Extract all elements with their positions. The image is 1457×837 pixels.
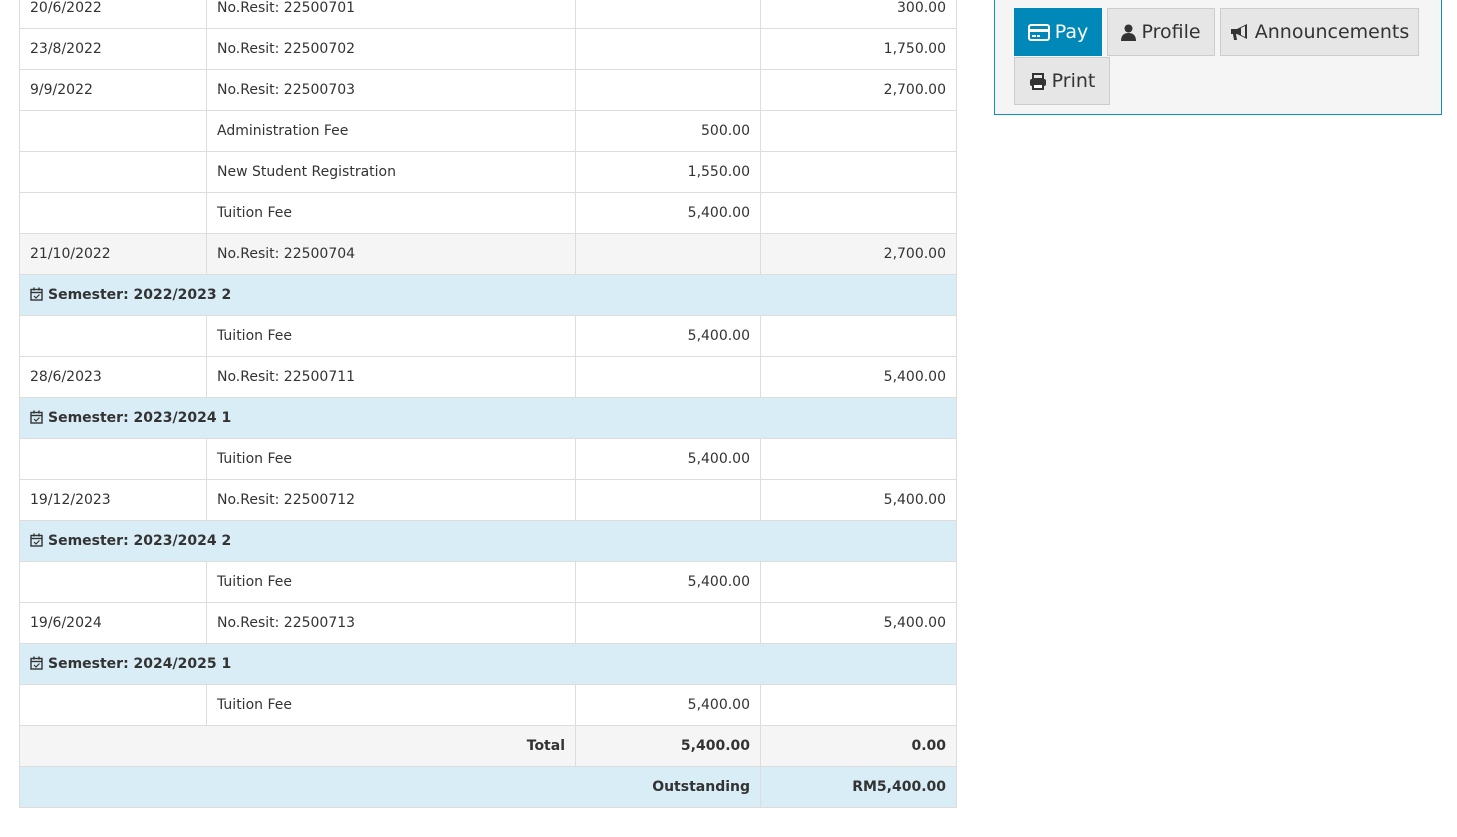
date-cell — [19, 110, 207, 152]
user-icon — [1121, 24, 1137, 41]
description-cell: No.Resit: 22500704 — [206, 233, 576, 275]
description-cell: No.Resit: 22500703 — [206, 69, 576, 111]
date-cell — [19, 561, 207, 603]
description-cell: Administration Fee — [206, 110, 576, 152]
bullhorn-icon — [1230, 23, 1247, 40]
calendar-check-icon — [30, 287, 43, 301]
table-row: 19/6/2024 No.Resit: 22500713 5,400.00 — [19, 602, 957, 644]
description-cell: No.Resit: 22500702 — [206, 28, 576, 70]
debit-cell — [575, 602, 761, 644]
credit-cell: 300.00 — [760, 0, 957, 29]
date-cell — [19, 438, 207, 480]
table-row: Tuition Fee 5,400.00 — [19, 438, 957, 480]
statement-table: 20/6/2022 No.Resit: 22500701 300.00 23/8… — [19, 0, 957, 808]
semester-label: Semester: 2022/2023 2 — [48, 287, 232, 303]
credit-cell: 1,750.00 — [760, 28, 957, 70]
debit-cell: 5,400.00 — [575, 438, 761, 480]
table-row: 23/8/2022 No.Resit: 22500702 1,750.00 — [19, 28, 957, 70]
semester-label: Semester: 2024/2025 1 — [48, 656, 232, 672]
table-row: Tuition Fee 5,400.00 — [19, 684, 957, 726]
credit-cell — [760, 151, 957, 193]
description-cell: Tuition Fee — [206, 438, 576, 480]
description-cell: Tuition Fee — [206, 561, 576, 603]
table-row: New Student Registration 1,550.00 — [19, 151, 957, 193]
debit-cell — [575, 69, 761, 111]
date-cell: 19/12/2023 — [19, 479, 207, 521]
semester-label: Semester: 2023/2024 1 — [48, 410, 232, 426]
date-cell — [19, 315, 207, 357]
credit-card-icon — [1027, 23, 1050, 41]
credit-cell: 2,700.00 — [760, 233, 957, 275]
semester-header-row: Semester: 2023/2024 1 — [19, 397, 957, 439]
debit-cell: 500.00 — [575, 110, 761, 152]
date-cell: 28/6/2023 — [19, 356, 207, 398]
pay-button[interactable]: Pay — [1014, 8, 1102, 56]
table-row: Tuition Fee 5,400.00 — [19, 192, 957, 234]
credit-cell — [760, 684, 957, 726]
semester-header-row: Semester: 2024/2025 1 — [19, 643, 957, 685]
date-cell: 23/8/2022 — [19, 28, 207, 70]
debit-cell — [575, 356, 761, 398]
debit-cell — [575, 28, 761, 70]
table-row: Tuition Fee 5,400.00 — [19, 561, 957, 603]
description-cell: No.Resit: 22500701 — [206, 0, 576, 29]
debit-cell — [575, 233, 761, 275]
semester-header-row: Semester: 2023/2024 2 — [19, 520, 957, 562]
date-cell — [19, 684, 207, 726]
table-row: 28/6/2023 No.Resit: 22500711 5,400.00 — [19, 356, 957, 398]
profile-button[interactable]: Profile — [1107, 8, 1215, 56]
debit-cell: 5,400.00 — [575, 561, 761, 603]
semester-header-row: Semester: 2022/2023 2 — [19, 274, 957, 316]
outstanding-label: Outstanding — [19, 766, 761, 808]
credit-cell — [760, 315, 957, 357]
credit-cell: 5,400.00 — [760, 602, 957, 644]
total-row: Total 5,400.00 0.00 — [19, 725, 957, 767]
print-button[interactable]: Print — [1014, 57, 1110, 105]
actions-panel: Pay Profile Announcements Print — [994, 0, 1442, 115]
outstanding-value: RM5,400.00 — [760, 766, 957, 808]
credit-cell — [760, 110, 957, 152]
date-cell: 21/10/2022 — [19, 233, 207, 275]
calendar-check-icon — [30, 656, 43, 670]
print-icon — [1029, 72, 1046, 90]
total-debit: 5,400.00 — [575, 725, 761, 767]
table-row: 19/12/2023 No.Resit: 22500712 5,400.00 — [19, 479, 957, 521]
date-cell: 19/6/2024 — [19, 602, 207, 644]
table-row: 9/9/2022 No.Resit: 22500703 2,700.00 — [19, 69, 957, 111]
semester-label: Semester: 2023/2024 2 — [48, 533, 232, 549]
description-cell: Tuition Fee — [206, 315, 576, 357]
date-cell: 20/6/2022 — [19, 0, 207, 29]
description-cell: New Student Registration — [206, 151, 576, 193]
date-cell — [19, 151, 207, 193]
debit-cell: 5,400.00 — [575, 192, 761, 234]
credit-cell: 2,700.00 — [760, 69, 957, 111]
description-cell: No.Resit: 22500713 — [206, 602, 576, 644]
date-cell: 9/9/2022 — [19, 69, 207, 111]
credit-cell — [760, 438, 957, 480]
calendar-check-icon — [30, 410, 43, 424]
date-cell — [19, 192, 207, 234]
credit-cell — [760, 561, 957, 603]
table-row: 20/6/2022 No.Resit: 22500701 300.00 — [19, 0, 957, 29]
description-cell: No.Resit: 22500711 — [206, 356, 576, 398]
table-row: Tuition Fee 5,400.00 — [19, 315, 957, 357]
debit-cell: 5,400.00 — [575, 315, 761, 357]
debit-cell: 1,550.00 — [575, 151, 761, 193]
description-cell: Tuition Fee — [206, 192, 576, 234]
table-row: 21/10/2022 No.Resit: 22500704 2,700.00 — [19, 233, 957, 275]
credit-cell: 5,400.00 — [760, 356, 957, 398]
credit-cell: 5,400.00 — [760, 479, 957, 521]
outstanding-row: Outstanding RM5,400.00 — [19, 766, 957, 808]
total-label: Total — [19, 725, 576, 767]
debit-cell — [575, 479, 761, 521]
total-credit: 0.00 — [760, 725, 957, 767]
table-row: Administration Fee 500.00 — [19, 110, 957, 152]
description-cell: No.Resit: 22500712 — [206, 479, 576, 521]
announcements-button[interactable]: Announcements — [1220, 8, 1419, 56]
credit-cell — [760, 192, 957, 234]
debit-cell: 5,400.00 — [575, 684, 761, 726]
calendar-check-icon — [30, 533, 43, 547]
debit-cell — [575, 0, 761, 29]
description-cell: Tuition Fee — [206, 684, 576, 726]
